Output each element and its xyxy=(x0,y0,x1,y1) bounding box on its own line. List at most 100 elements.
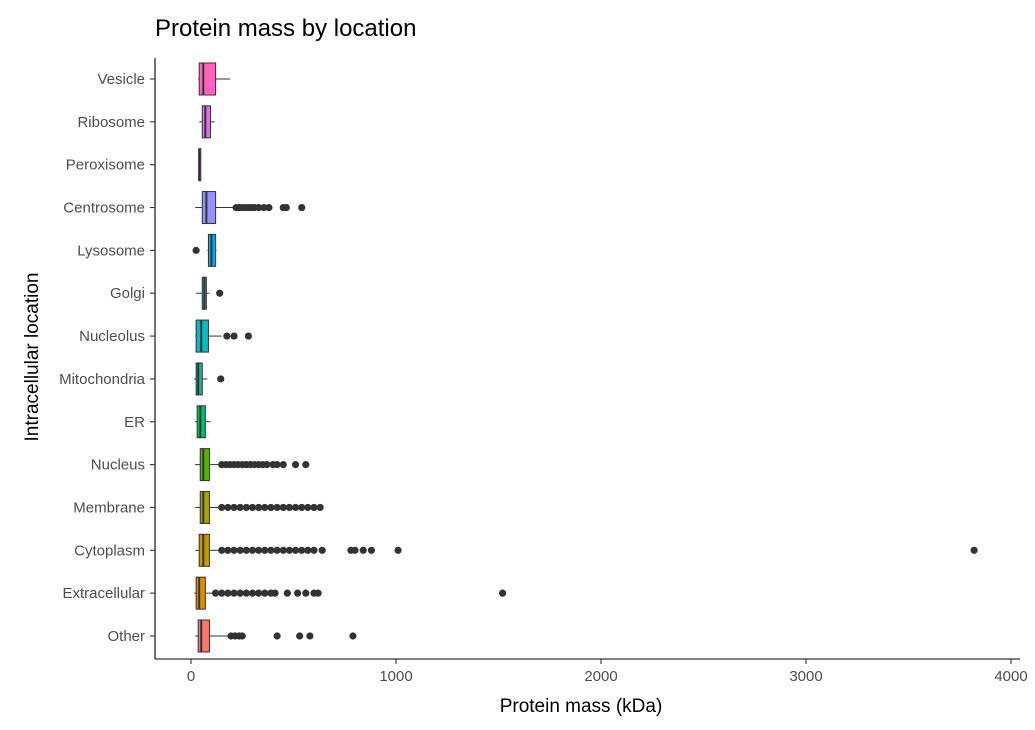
outlier-point xyxy=(224,589,232,597)
x-tick-label: 1000 xyxy=(379,668,412,685)
outlier-point xyxy=(273,632,281,640)
y-tick-label: Centrosome xyxy=(63,200,145,217)
box-iqr xyxy=(201,105,211,139)
outlier-point xyxy=(242,503,250,512)
outlier-point xyxy=(304,503,312,512)
outlier-point xyxy=(298,503,306,512)
outlier-point xyxy=(238,632,246,640)
outlier-point xyxy=(248,503,257,512)
outlier-point xyxy=(282,203,290,212)
outlier-point xyxy=(291,461,300,469)
box-membrane xyxy=(195,490,324,524)
x-tick-label: 2000 xyxy=(584,668,617,685)
x-tick-label: 3000 xyxy=(789,668,822,685)
box-lysosome xyxy=(192,233,217,267)
box-iqr xyxy=(199,490,210,524)
box-series xyxy=(192,62,978,653)
outlier-point xyxy=(302,461,310,469)
box-iqr xyxy=(195,576,206,610)
outlier-point xyxy=(230,546,238,554)
chart-title: Protein mass by location xyxy=(155,15,416,42)
outlier-point xyxy=(304,546,312,554)
outlier-point xyxy=(285,546,293,554)
outlier-point xyxy=(306,632,314,640)
y-tick-label: Vesicle xyxy=(97,71,145,88)
box-mitochondria xyxy=(194,362,225,396)
outlier-point xyxy=(359,546,367,554)
outlier-point xyxy=(310,503,318,512)
y-tick-label: Nucleus xyxy=(91,457,145,474)
outlier-point xyxy=(271,589,279,597)
outlier-point xyxy=(230,332,238,340)
outlier-point xyxy=(298,546,306,554)
y-tick-label: Peroxisome xyxy=(66,157,145,174)
outlier-point xyxy=(218,546,226,554)
outlier-point xyxy=(218,503,226,512)
outlier-point xyxy=(296,632,304,640)
y-tick-label: Cytoplasm xyxy=(74,542,145,559)
outlier-point xyxy=(216,289,224,297)
x-tick-label: 0 xyxy=(187,668,195,685)
outlier-point xyxy=(224,546,232,554)
y-tick-label: Golgi xyxy=(110,285,145,302)
outlier-point xyxy=(263,461,271,469)
outlier-point xyxy=(236,546,244,554)
outlier-point xyxy=(223,332,231,340)
outlier-point xyxy=(267,503,275,512)
y-tick-label: Mitochondria xyxy=(59,371,146,388)
box-extracellular xyxy=(194,576,507,610)
y-tick-label: Extracellular xyxy=(62,585,145,602)
outlier-point xyxy=(244,332,252,340)
outlier-point xyxy=(265,203,273,212)
box-cytoplasm xyxy=(195,533,978,567)
outlier-point xyxy=(279,546,287,554)
outlier-point xyxy=(218,589,226,597)
outlier-point xyxy=(255,203,263,212)
outlier-point xyxy=(261,589,269,597)
outlier-point xyxy=(291,546,300,554)
outlier-point xyxy=(255,546,263,554)
outlier-point xyxy=(273,503,281,512)
outlier-point xyxy=(314,589,322,597)
outlier-point xyxy=(285,503,293,512)
outlier-point xyxy=(499,589,507,597)
box-centrosome xyxy=(195,191,306,225)
outlier-point xyxy=(261,503,269,512)
outlier-point xyxy=(279,503,287,512)
y-tick-label: Other xyxy=(107,628,145,645)
outlier-point xyxy=(236,503,244,512)
outlier-point xyxy=(273,461,281,469)
outlier-point xyxy=(394,546,402,554)
outlier-point xyxy=(230,589,238,597)
x-tick-label: 4000 xyxy=(994,668,1027,685)
y-tick-label: ER xyxy=(124,414,145,431)
y-axis-title: Intracellular location xyxy=(22,273,43,442)
outlier-point xyxy=(242,546,250,554)
x-axis-title: Protein mass (kDa) xyxy=(500,696,663,717)
box-ribosome xyxy=(199,105,215,139)
outlier-point xyxy=(236,589,244,597)
box-iqr xyxy=(198,533,210,567)
outlier-point xyxy=(310,546,318,554)
outlier-point xyxy=(351,546,359,554)
outlier-point xyxy=(349,632,357,640)
outlier-point xyxy=(260,203,268,212)
x-axis-ticks: 0 1000 2000 3000 4000 xyxy=(187,659,1028,685)
outlier-point xyxy=(298,203,306,212)
outlier-point xyxy=(318,546,326,554)
outlier-point xyxy=(283,589,291,597)
y-tick-label: Nucleolus xyxy=(79,328,145,345)
outlier-point xyxy=(273,546,281,554)
outlier-point xyxy=(248,546,257,554)
box-iqr xyxy=(199,448,210,482)
outlier-point xyxy=(970,546,978,554)
outlier-point xyxy=(316,503,324,512)
box-iqr xyxy=(197,619,210,653)
box-other xyxy=(195,619,357,653)
outlier-point xyxy=(248,589,257,597)
box-iqr xyxy=(196,405,206,439)
box-iqr xyxy=(201,191,217,225)
outlier-point xyxy=(294,589,302,597)
box-er xyxy=(195,405,211,439)
